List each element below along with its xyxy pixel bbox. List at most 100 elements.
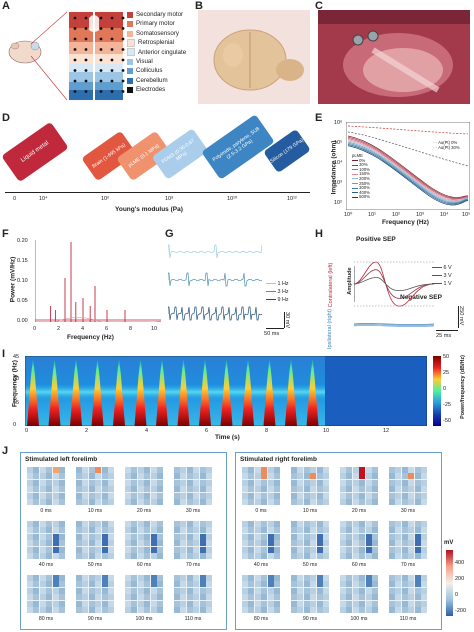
legend-title: pLME <box>352 153 363 158</box>
impedance-curve <box>347 135 469 198</box>
heatmap-cell <box>340 540 346 547</box>
heatmap-cell <box>174 575 180 581</box>
panel-label-c: C <box>315 0 323 12</box>
heatmap-cell <box>254 575 261 581</box>
heatmap-cell <box>242 533 248 540</box>
modulus-chart: Liquid metal Brain (1-695 kPa) pLME (0.1… <box>1 114 311 220</box>
heatmap-cell <box>254 479 261 486</box>
heatmap-cell <box>242 587 248 594</box>
x-tick: 10⁴ <box>440 212 449 218</box>
heatmap-cell <box>254 492 261 499</box>
heatmap-cell <box>174 587 180 594</box>
heatmap-cell <box>408 594 415 601</box>
heatmap-cell <box>303 600 310 607</box>
heatmap-cell <box>95 546 102 553</box>
heatmap-cell <box>108 479 114 486</box>
heatmap-cell <box>395 479 402 486</box>
heatmap-cell <box>39 479 46 486</box>
panel-label-d: D <box>2 112 10 124</box>
heatmap-cell <box>52 607 59 613</box>
heatmap-cell <box>193 540 200 547</box>
frame-time-label: 90 ms <box>87 616 103 622</box>
heatmap-cell <box>401 540 408 547</box>
heatmap-cell <box>316 533 323 540</box>
heatmap-cell <box>242 521 248 527</box>
heatmap-cell <box>340 473 346 480</box>
brain-map-figure <box>8 10 125 102</box>
legend-item-3v: 3 V <box>432 272 452 280</box>
heatmap-cell <box>206 533 212 540</box>
heatmap-cell <box>157 492 163 499</box>
heatmap-cell <box>108 581 114 588</box>
heatmap-cell <box>267 581 274 588</box>
heatmap-cell <box>303 533 310 540</box>
heatmap-cell <box>310 533 317 540</box>
heatmap-cell <box>131 607 138 613</box>
heatmap-cell <box>144 553 151 559</box>
heatmap-cell <box>274 479 280 486</box>
x-tick: 10 <box>151 326 158 332</box>
heatmap-cell <box>199 587 206 594</box>
heatmap-cell <box>254 607 261 613</box>
heatmap-cell <box>82 540 89 547</box>
heatmap-cell <box>408 600 415 607</box>
heatmap-cell <box>365 521 372 527</box>
heatmap-cell <box>33 527 40 534</box>
spectrogram-burst <box>220 358 233 426</box>
heatmap-cell <box>174 607 180 613</box>
heatmap-cell <box>46 479 53 486</box>
heatmap-cell <box>157 594 163 601</box>
electrode-dot <box>121 48 125 51</box>
heatmap-cell <box>365 473 372 480</box>
heatmap-cell <box>414 575 421 581</box>
heatmap-cell <box>27 546 33 553</box>
electrode-dot <box>121 27 125 30</box>
heatmap-frame <box>291 575 329 613</box>
electrode-dot <box>99 27 103 30</box>
heatmap-cell <box>346 499 353 505</box>
heatmap-cell <box>125 479 131 486</box>
heatmap-cell <box>408 486 415 493</box>
heatmap-cell <box>174 594 180 601</box>
heatmap-cell <box>297 527 304 534</box>
heatmap-cell <box>365 553 372 559</box>
heatmap-cell <box>395 581 402 588</box>
heatmap-cell <box>33 473 40 480</box>
electrode-dot <box>99 69 103 72</box>
heatmap-cell <box>242 540 248 547</box>
heatmap-cell <box>150 581 157 588</box>
heatmap-cell <box>352 553 359 559</box>
heatmap-cell <box>76 600 82 607</box>
heatmap-cell <box>95 587 102 594</box>
heatmap-cell <box>137 581 144 588</box>
heatmap-cell <box>144 479 151 486</box>
brain-phantom-photo <box>198 10 310 104</box>
heatmap-cell <box>421 527 427 534</box>
heatmap-cell <box>316 479 323 486</box>
y-tick: 10³ <box>334 180 342 186</box>
electrode-dot <box>73 27 77 30</box>
heatmap-cell <box>254 581 261 588</box>
heatmap-frame <box>340 521 378 559</box>
impedance-legend-top: ⋯ Au(Pt) 0% ⋯ Au(Pt) 30% <box>433 140 460 150</box>
heatmap-cell <box>267 527 274 534</box>
heatmap-cell <box>46 499 53 505</box>
x-tick: 0 <box>25 428 29 434</box>
heatmap-cell <box>297 553 304 559</box>
heatmap-cell <box>414 467 421 473</box>
heatmap-cell <box>267 533 274 540</box>
heatmap-cell <box>193 546 200 553</box>
heatmap-cell <box>150 594 157 601</box>
heatmap-cell <box>401 546 408 553</box>
x-axis-title: Frequency (Hz) <box>67 334 114 341</box>
heatmap-cell <box>101 587 108 594</box>
heatmap-cell <box>274 553 280 559</box>
legend-swatch <box>127 38 135 47</box>
heatmap-cell <box>137 533 144 540</box>
legend-swatch <box>127 48 135 57</box>
electrode-dot <box>84 37 88 41</box>
ipsilateral-sep-trace <box>354 324 434 326</box>
heatmap-cell <box>291 533 297 540</box>
heatmap-cell <box>267 521 274 527</box>
heatmap-cell <box>108 492 114 499</box>
